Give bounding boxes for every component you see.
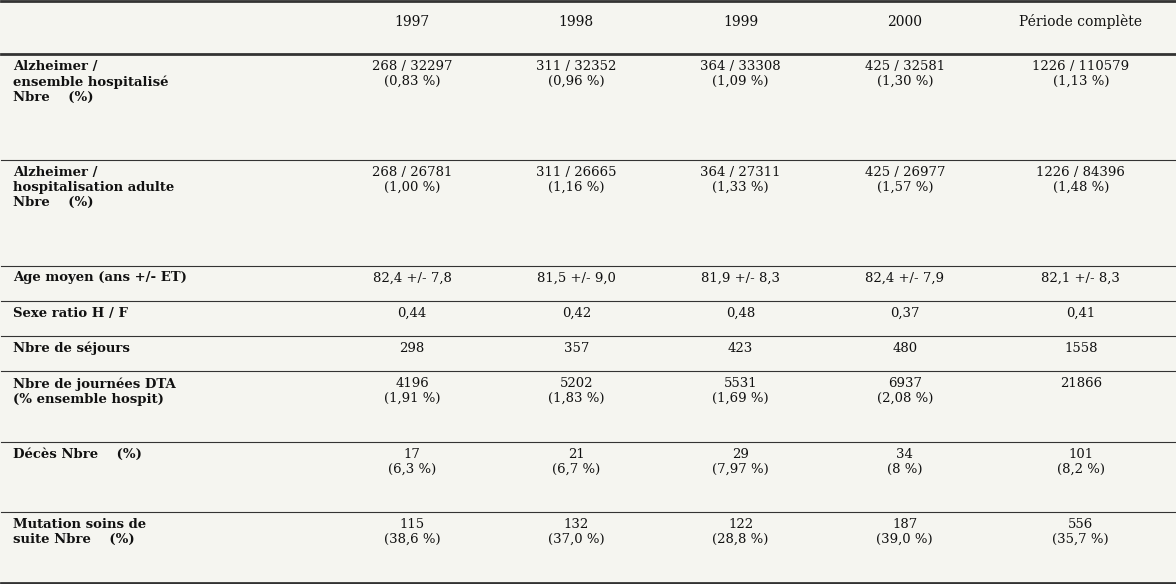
Text: 0,44: 0,44 bbox=[397, 307, 427, 319]
Text: 5531
(1,69 %): 5531 (1,69 %) bbox=[713, 377, 769, 405]
Text: 0,37: 0,37 bbox=[890, 307, 920, 319]
Text: 81,9 +/- 8,3: 81,9 +/- 8,3 bbox=[701, 272, 780, 284]
Text: 425 / 32581
(1,30 %): 425 / 32581 (1,30 %) bbox=[864, 60, 944, 88]
Text: 2000: 2000 bbox=[887, 15, 922, 29]
Text: 0,48: 0,48 bbox=[726, 307, 755, 319]
Text: Mutation soins de
suite Nbre    (%): Mutation soins de suite Nbre (%) bbox=[13, 518, 146, 546]
Text: 17
(6,3 %): 17 (6,3 %) bbox=[388, 447, 436, 475]
Text: 268 / 26781
(1,00 %): 268 / 26781 (1,00 %) bbox=[372, 166, 453, 194]
Text: 4196
(1,91 %): 4196 (1,91 %) bbox=[383, 377, 440, 405]
Text: 1998: 1998 bbox=[559, 15, 594, 29]
Text: 1226 / 84396
(1,48 %): 1226 / 84396 (1,48 %) bbox=[1036, 166, 1125, 194]
Text: 0,42: 0,42 bbox=[562, 307, 590, 319]
Text: 82,4 +/- 7,8: 82,4 +/- 7,8 bbox=[373, 272, 452, 284]
Text: Age moyen (ans +/- ET): Age moyen (ans +/- ET) bbox=[13, 272, 187, 284]
Text: 1999: 1999 bbox=[723, 15, 759, 29]
Text: 81,5 +/- 9,0: 81,5 +/- 9,0 bbox=[536, 272, 616, 284]
Text: Nbre de journées DTA
(% ensemble hospit): Nbre de journées DTA (% ensemble hospit) bbox=[13, 377, 176, 405]
Text: 5202
(1,83 %): 5202 (1,83 %) bbox=[548, 377, 604, 405]
Text: 115
(38,6 %): 115 (38,6 %) bbox=[383, 518, 440, 546]
Text: 6937
(2,08 %): 6937 (2,08 %) bbox=[876, 377, 933, 405]
Text: 268 / 32297
(0,83 %): 268 / 32297 (0,83 %) bbox=[372, 60, 453, 88]
Text: 1558: 1558 bbox=[1064, 342, 1097, 355]
Text: 34
(8 %): 34 (8 %) bbox=[887, 447, 922, 475]
Text: 82,1 +/- 8,3: 82,1 +/- 8,3 bbox=[1041, 272, 1121, 284]
Text: 311 / 26665
(1,16 %): 311 / 26665 (1,16 %) bbox=[536, 166, 616, 194]
Text: Alzheimer /
ensemble hospitalisé
Nbre    (%): Alzheimer / ensemble hospitalisé Nbre (%… bbox=[13, 60, 168, 103]
Text: Période complète: Période complète bbox=[1020, 15, 1142, 30]
Text: 1226 / 110579
(1,13 %): 1226 / 110579 (1,13 %) bbox=[1033, 60, 1129, 88]
Text: 0,41: 0,41 bbox=[1067, 307, 1095, 319]
Text: 364 / 27311
(1,33 %): 364 / 27311 (1,33 %) bbox=[700, 166, 781, 194]
Text: 364 / 33308
(1,09 %): 364 / 33308 (1,09 %) bbox=[700, 60, 781, 88]
Text: Nbre de séjours: Nbre de séjours bbox=[13, 342, 131, 355]
Text: 556
(35,7 %): 556 (35,7 %) bbox=[1053, 518, 1109, 546]
Text: 298: 298 bbox=[400, 342, 425, 355]
Text: Sexe ratio H / F: Sexe ratio H / F bbox=[13, 307, 128, 319]
Text: 21
(6,7 %): 21 (6,7 %) bbox=[553, 447, 601, 475]
Text: 82,4 +/- 7,9: 82,4 +/- 7,9 bbox=[866, 272, 944, 284]
Text: 132
(37,0 %): 132 (37,0 %) bbox=[548, 518, 604, 546]
Text: Décès Nbre    (%): Décès Nbre (%) bbox=[13, 447, 142, 461]
Text: 1997: 1997 bbox=[394, 15, 429, 29]
Text: 101
(8,2 %): 101 (8,2 %) bbox=[1057, 447, 1104, 475]
Text: 425 / 26977
(1,57 %): 425 / 26977 (1,57 %) bbox=[864, 166, 946, 194]
Text: Alzheimer /
hospitalisation adulte
Nbre    (%): Alzheimer / hospitalisation adulte Nbre … bbox=[13, 166, 174, 208]
Text: 29
(7,97 %): 29 (7,97 %) bbox=[713, 447, 769, 475]
Text: 357: 357 bbox=[563, 342, 589, 355]
Text: 122
(28,8 %): 122 (28,8 %) bbox=[713, 518, 769, 546]
Text: 187
(39,0 %): 187 (39,0 %) bbox=[876, 518, 933, 546]
Text: 21866: 21866 bbox=[1060, 377, 1102, 405]
Text: 480: 480 bbox=[893, 342, 917, 355]
Text: 311 / 32352
(0,96 %): 311 / 32352 (0,96 %) bbox=[536, 60, 616, 88]
Text: 423: 423 bbox=[728, 342, 753, 355]
